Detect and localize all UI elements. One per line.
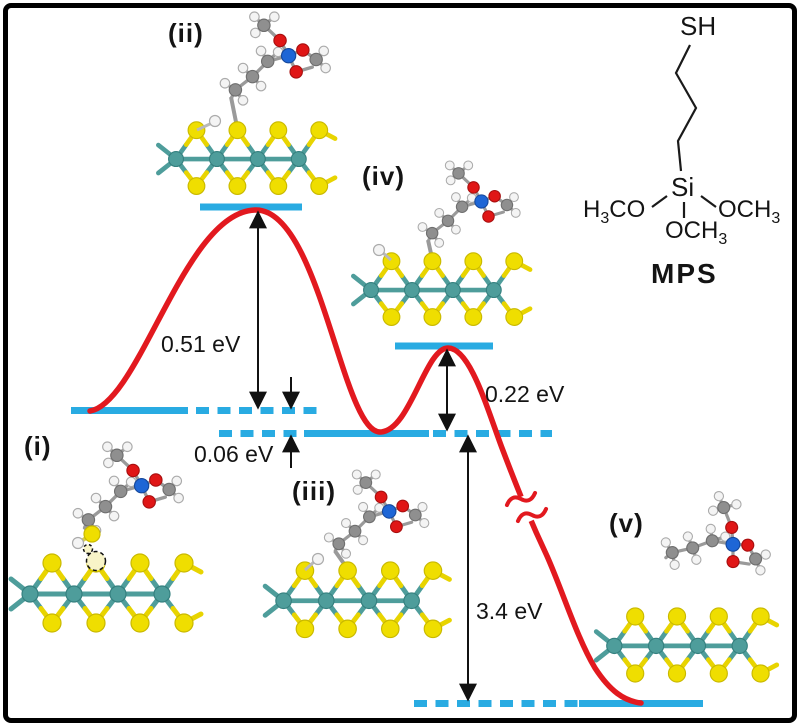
mps-thiol-label: SH	[680, 11, 717, 41]
structure-state-ii	[158, 10, 335, 194]
sulfur-vacancy-knob	[82, 543, 94, 555]
mps-name-label: MPS	[651, 258, 718, 289]
mps-chain-bond	[674, 44, 698, 172]
mps-silicon-label: Si	[671, 172, 695, 202]
structure-state-i	[11, 440, 201, 632]
energy-label-release: 3.4 eV	[476, 598, 543, 624]
energy-levels	[71, 203, 703, 707]
structure-state-iii	[265, 468, 449, 638]
mps-methoxy-right: OCH3	[718, 196, 781, 227]
thiol-hydrogen	[71, 536, 85, 550]
state-label-i: (i)	[24, 431, 52, 461]
structure-state-iv	[353, 159, 530, 325]
state-label-v: (v)	[609, 508, 644, 538]
energy-label-barrier1: 0.51 eV	[161, 331, 241, 357]
energy-label-barrier2: 0.22 eV	[485, 381, 565, 407]
mps-methoxy-left: H3CO	[583, 196, 646, 227]
state-label-iii: (iii)	[292, 476, 336, 506]
state-label-ii: (ii)	[168, 18, 204, 48]
sulfur-vacancy-highlight	[85, 550, 107, 572]
mps-bond-left	[651, 195, 668, 208]
mps-bond-right	[700, 195, 717, 208]
surface-hydrogen-ii	[208, 114, 222, 128]
thiol-sulfur	[83, 525, 101, 543]
energy-label-offset: 0.06 eV	[194, 441, 274, 467]
measure-arrows	[249, 210, 477, 702]
curve-break-icon	[504, 490, 549, 524]
surface-hydrogen-iv	[372, 243, 386, 257]
surface-hydrogen-iii	[311, 552, 325, 566]
mps-methoxy-bottom: OCH3	[665, 217, 728, 248]
state-label-iv: (iv)	[362, 161, 405, 191]
mps-skeleton	[651, 44, 717, 218]
